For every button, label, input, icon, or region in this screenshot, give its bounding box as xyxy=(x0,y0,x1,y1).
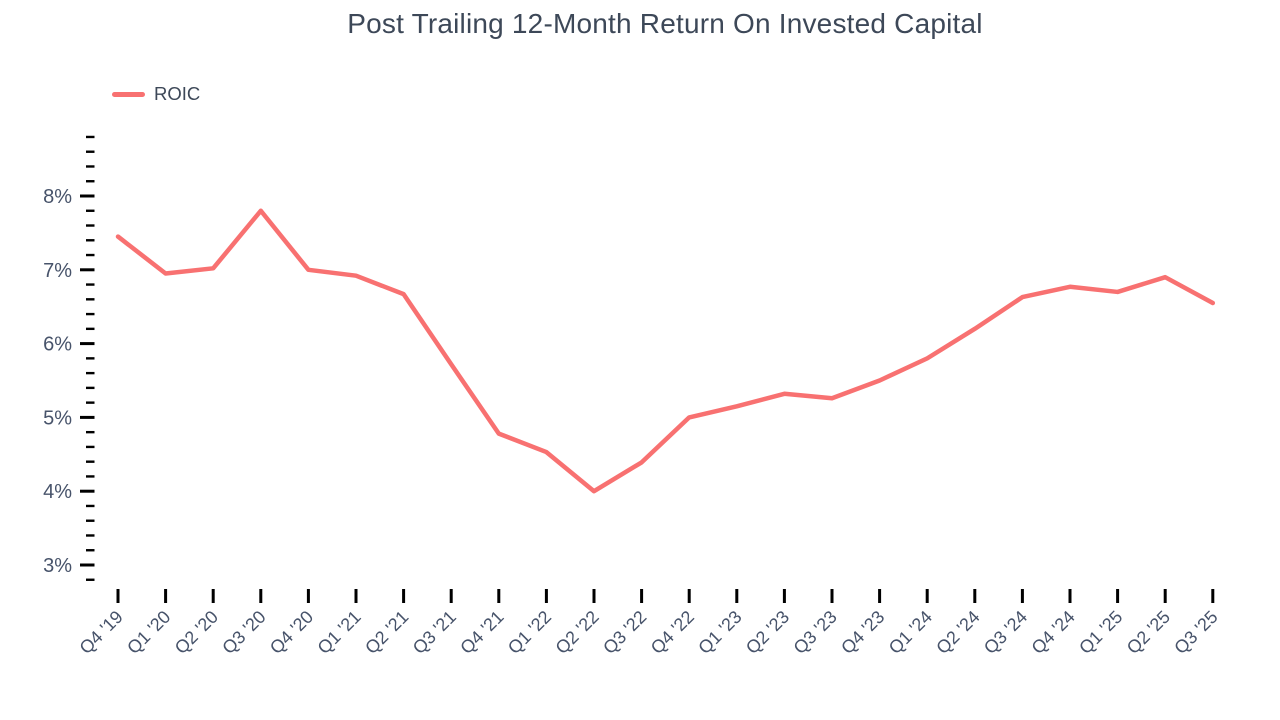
x-axis-label: Q1 '25 xyxy=(1075,607,1126,658)
roic-line-series xyxy=(115,208,1216,494)
x-axis-label: Q4 '24 xyxy=(1028,607,1079,658)
x-axis-label: Q3 '25 xyxy=(1170,607,1221,658)
x-axis-label: Q4 '23 xyxy=(837,607,888,658)
x-axis-label: Q1 '23 xyxy=(694,607,745,658)
y-axis-label: 3% xyxy=(43,555,72,577)
roic-series-swatch-icon xyxy=(112,91,145,97)
x-axis-label: Q2 '24 xyxy=(932,607,983,658)
x-axis-label: Q1 '20 xyxy=(123,607,174,658)
y-axis-label: 7% xyxy=(43,260,72,282)
x-axis-label: Q1 '24 xyxy=(885,607,936,658)
x-axis-label: Q3 '23 xyxy=(790,607,841,658)
x-axis-label: Q3 '20 xyxy=(218,607,269,658)
x-axis-label: Q3 '22 xyxy=(599,607,650,658)
x-axis-label: Q2 '25 xyxy=(1123,607,1174,658)
x-axis-label: Q4 '19 xyxy=(76,607,127,658)
x-axis-label: Q1 '21 xyxy=(314,607,365,658)
y-axis-label: 8% xyxy=(43,186,72,208)
legend: ROIC xyxy=(112,83,200,105)
roic-series-label: ROIC xyxy=(154,83,201,104)
y-axis-label: 5% xyxy=(43,407,72,429)
x-axis-label: Q3 '21 xyxy=(409,607,460,658)
x-axis-label: Q4 '20 xyxy=(266,607,317,658)
x-axis-label: Q2 '22 xyxy=(552,607,603,658)
x-axis-label: Q1 '22 xyxy=(504,607,555,658)
x-axis-label: Q4 '21 xyxy=(456,607,507,658)
chart-title: Post Trailing 12-Month Return On Investe… xyxy=(347,8,983,39)
x-axis-label: Q2 '23 xyxy=(742,607,793,658)
x-axis-label: Q2 '21 xyxy=(361,607,412,658)
x-axis-label: Q3 '24 xyxy=(980,607,1031,658)
x-axis-label: Q4 '22 xyxy=(647,607,698,658)
x-axis-label: Q2 '20 xyxy=(171,607,222,658)
y-axis-label: 6% xyxy=(43,334,72,356)
y-axis-label: 4% xyxy=(43,481,72,503)
